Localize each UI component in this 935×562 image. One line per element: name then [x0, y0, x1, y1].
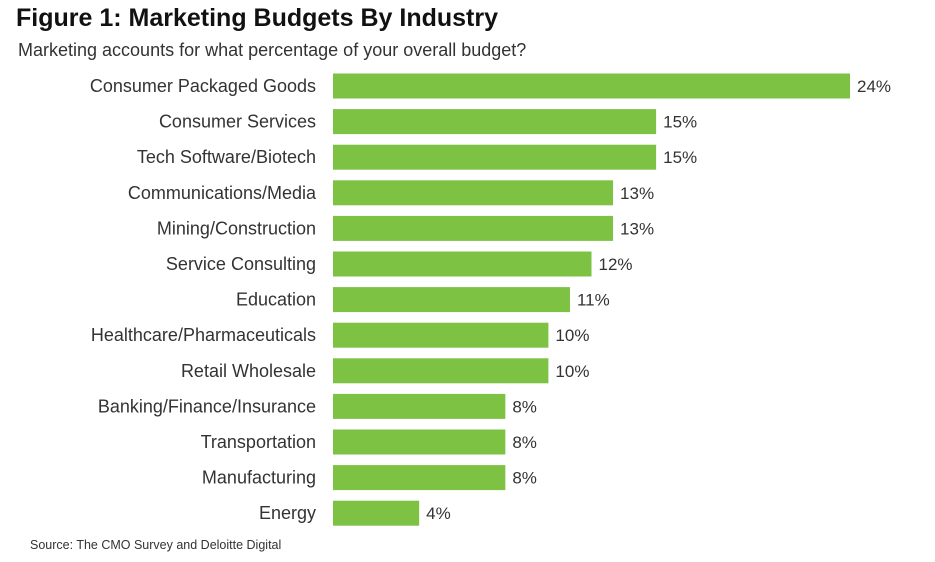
bar: [333, 322, 549, 348]
category-label: Education: [236, 290, 316, 310]
value-label: 13%: [620, 219, 654, 238]
category-label: Retail Wholesale: [181, 361, 316, 381]
category-label: Healthcare/Pharmaceuticals: [91, 325, 316, 345]
bar: [333, 393, 506, 419]
value-label: 8%: [512, 397, 537, 416]
bar: [333, 180, 614, 206]
category-label: Consumer Services: [159, 112, 316, 132]
bar: [333, 358, 549, 384]
category-label: Banking/Finance/Insurance: [98, 396, 316, 416]
bar: [333, 109, 657, 135]
value-label: 15%: [663, 113, 697, 132]
value-label: 4%: [426, 504, 451, 523]
category-label: Mining/Construction: [157, 218, 316, 238]
bar: [333, 215, 614, 241]
bar: [333, 144, 657, 170]
value-label: 11%: [577, 291, 610, 310]
category-label: Service Consulting: [166, 254, 316, 274]
category-label: Communications/Media: [128, 183, 317, 203]
value-label: 15%: [663, 148, 697, 167]
category-label: Manufacturing: [202, 468, 316, 488]
bar: [333, 500, 420, 526]
bar: [333, 287, 570, 313]
chart-subtitle: Marketing accounts for what percentage o…: [18, 40, 527, 60]
bar: [333, 465, 506, 491]
bar: [333, 251, 592, 277]
category-label: Consumer Packaged Goods: [90, 76, 316, 96]
bar: [333, 429, 506, 455]
source-note: Source: The CMO Survey and Deloitte Digi…: [30, 538, 282, 552]
value-label: 12%: [599, 255, 633, 274]
category-label: Energy: [259, 503, 316, 523]
value-label: 10%: [555, 326, 589, 345]
category-label: Tech Software/Biotech: [137, 147, 316, 167]
value-label: 8%: [512, 433, 537, 452]
chart-title: Figure 1: Marketing Budgets By Industry: [16, 4, 499, 32]
category-label: Transportation: [201, 432, 316, 452]
value-label: 10%: [555, 362, 589, 381]
value-label: 13%: [620, 184, 654, 203]
value-label: 8%: [512, 469, 537, 488]
value-label: 24%: [857, 77, 891, 96]
bar: [333, 73, 850, 99]
